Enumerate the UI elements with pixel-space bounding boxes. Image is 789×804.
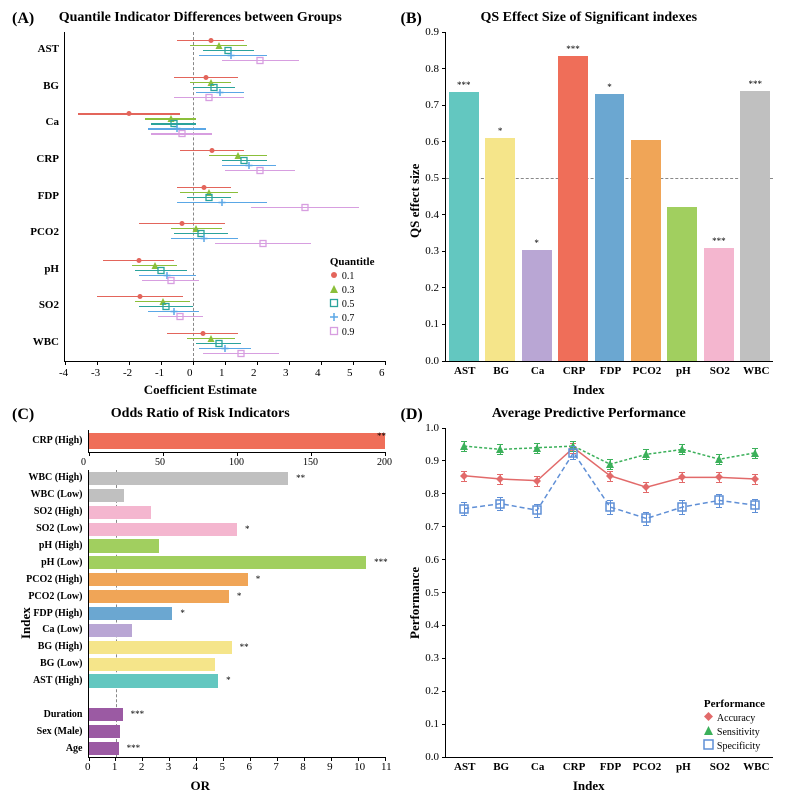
panel-a-xlabel: Coefficient Estimate <box>8 382 393 398</box>
panel-a-legend: Quantitle0.10.30.50.70.9 <box>326 254 379 342</box>
panel-d: (D) Average Predictive Performance 0.00.… <box>397 404 782 796</box>
panel-b-plot: 0.00.10.20.30.40.50.60.70.80.9***AST*BG*… <box>445 32 774 362</box>
panel-c-xlabel: OR <box>8 778 393 794</box>
panel-d-ylabel: Performance <box>407 567 423 639</box>
panel-c-title: Odds Ratio of Risk Indicators <box>8 406 393 422</box>
panel-d-legend: PerformanceAccuracySensitivitySpecificit… <box>700 696 769 756</box>
panel-c-ylabel: Index <box>18 607 34 639</box>
panel-d-xlabel: Index <box>397 778 782 794</box>
panel-b-xlabel: Index <box>397 382 782 398</box>
figure-grid: (A) Quantile Indicator Differences betwe… <box>8 8 781 796</box>
panel-b: (B) QS Effect Size of Significant indexe… <box>397 8 782 400</box>
panel-b-title: QS Effect Size of Significant indexes <box>397 10 782 26</box>
panel-d-title: Average Predictive Performance <box>397 406 782 422</box>
panel-a: (A) Quantile Indicator Differences betwe… <box>8 8 393 400</box>
panel-c-top-plot: 050100150200**CRP (High) <box>88 430 385 453</box>
panel-a-title: Quantile Indicator Differences between G… <box>8 10 393 26</box>
panel-c-plot: 01234567891011**WBC (High)WBC (Low)SO2 (… <box>88 470 385 758</box>
panel-b-ylabel: QS effect size <box>407 164 423 238</box>
panel-c: (C) Odds Ratio of Risk Indicators 050100… <box>8 404 393 796</box>
